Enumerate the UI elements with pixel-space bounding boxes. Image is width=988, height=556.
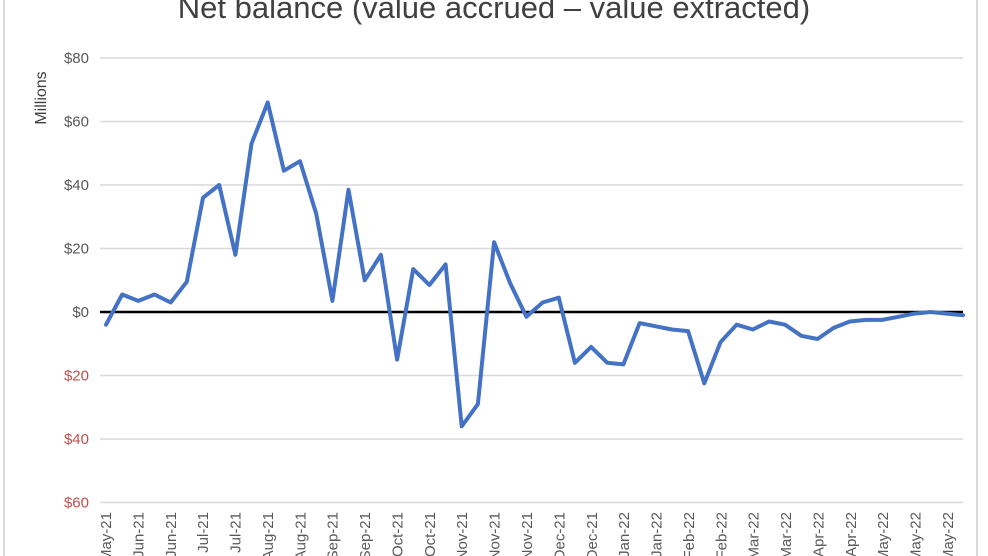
x-tick-label: Nov-21 [519,512,536,556]
x-tick-label: May-22 [875,512,892,556]
chart-frame [3,0,978,556]
x-tick-label: Jul-21 [195,512,212,553]
x-tick-label: Apr-22 [810,512,827,556]
x-tick-label: Apr-22 [843,512,860,556]
x-tick-label: Mar-22 [746,512,763,556]
y-tick-label: $40 [64,177,89,194]
x-tick-label: Jan-22 [649,512,666,556]
x-tick-label: May-21 [98,512,115,556]
x-tick-label: Jun-21 [163,512,180,556]
x-tick-label: Dec-21 [584,512,601,556]
x-tick-label: Feb-22 [681,512,698,556]
x-tick-label: May-22 [940,512,957,556]
y-tick-label: $60 [64,114,89,131]
x-tick-label: Jul-21 [228,512,245,553]
x-tick-label: Dec-21 [551,512,568,556]
x-tick-label: Feb-22 [713,512,730,556]
y-tick-label: $80 [64,50,89,67]
x-tick-label: Jan-22 [616,512,633,556]
y-tick-label: $60 [64,495,89,512]
x-tick-label: Mar-22 [778,512,795,556]
y-tick-label: $0 [72,304,89,321]
x-tick-label: Aug-21 [292,512,309,556]
x-tick-label: Sep-21 [325,512,342,556]
x-tick-label: Oct-21 [389,512,406,556]
series-line-net-balance [104,100,965,429]
y-tick-label: $20 [64,241,89,258]
chart-title: Net balance (value accrued – value extra… [177,0,811,25]
y-tick-label: $40 [64,431,89,448]
x-tick-label: Sep-21 [357,512,374,556]
x-tick-label: Nov-21 [487,512,504,556]
x-tick-label: Jun-21 [130,512,147,556]
x-tick-label: Nov-21 [454,512,471,556]
x-tick-label: Aug-21 [260,512,277,556]
x-tick-label: Oct-21 [422,512,439,556]
x-tick-label: May-22 [908,512,925,556]
y-tick-label: $20 [64,368,89,385]
